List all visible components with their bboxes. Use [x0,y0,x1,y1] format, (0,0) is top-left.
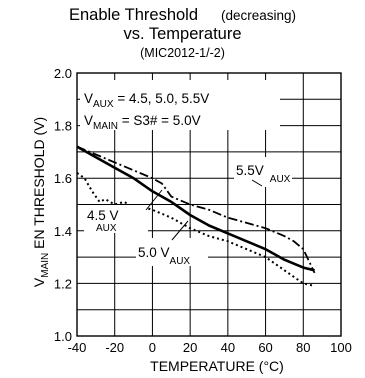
y-tick-label: 1.4 [54,224,72,239]
x-axis-label: TEMPERATURE (°C) [150,358,284,374]
series-label-4v5-sub: AUX [96,223,117,234]
leader-5v5 [251,179,263,187]
series-line-2 [76,145,316,274]
annotation-line-2: VMAIN = S3# = 5.0V [84,113,201,132]
y-axis-label: VMAIN EN THRESHOLD (V) [31,117,51,287]
plot-frame [76,72,342,337]
chart-title: Enable Threshold (decreasing) [0,6,365,25]
series-line-1 [76,145,315,272]
x-tick-label: 40 [221,340,235,355]
leader-5v0 [171,220,189,241]
y-tick-label: 2.0 [54,66,72,81]
x-tick-label: -20 [105,340,124,355]
annotation-background [80,80,280,130]
title-qualifier: (decreasing) [220,8,296,23]
chart-subtitle-part: (MIC2012-1/-2) [140,46,225,60]
x-tick-label: 80 [296,340,310,355]
tick-labels: -40 -20 0 20 40 60 80 100 1.0 1.2 1.4 1.6 1.8 2.0 [54,66,352,355]
y-tick-label: 1.8 [54,119,72,134]
label-bg-5v0 [136,238,208,266]
chart-series [76,145,316,287]
x-tick-label: 60 [258,340,272,355]
x-tick-label: 0 [149,340,156,355]
y-tick-label: 1.2 [54,276,72,291]
series-label-5v5: 5.5VAUX [236,163,291,185]
x-tick-label: -40 [68,340,87,355]
label-bg-4v5 [84,205,148,233]
leader-4v5 [145,189,163,211]
y-tick-label: 1.6 [54,171,72,186]
chart-title-line2: vs. Temperature [123,25,242,43]
title-main: Enable Threshold [68,6,199,24]
x-tick-label: 20 [183,340,197,355]
series-label-5v0: 5.0 VAUX [138,245,190,267]
chart-grid [77,73,341,336]
y-tick-label: 1.0 [54,329,72,344]
label-bg-5v5 [234,157,292,187]
series-label-4v5: 4.5 V [87,208,119,223]
annotation-line-1: VAUX = 4.5, 5.0, 5.5V [84,91,209,110]
x-tick-label: 100 [330,340,352,355]
